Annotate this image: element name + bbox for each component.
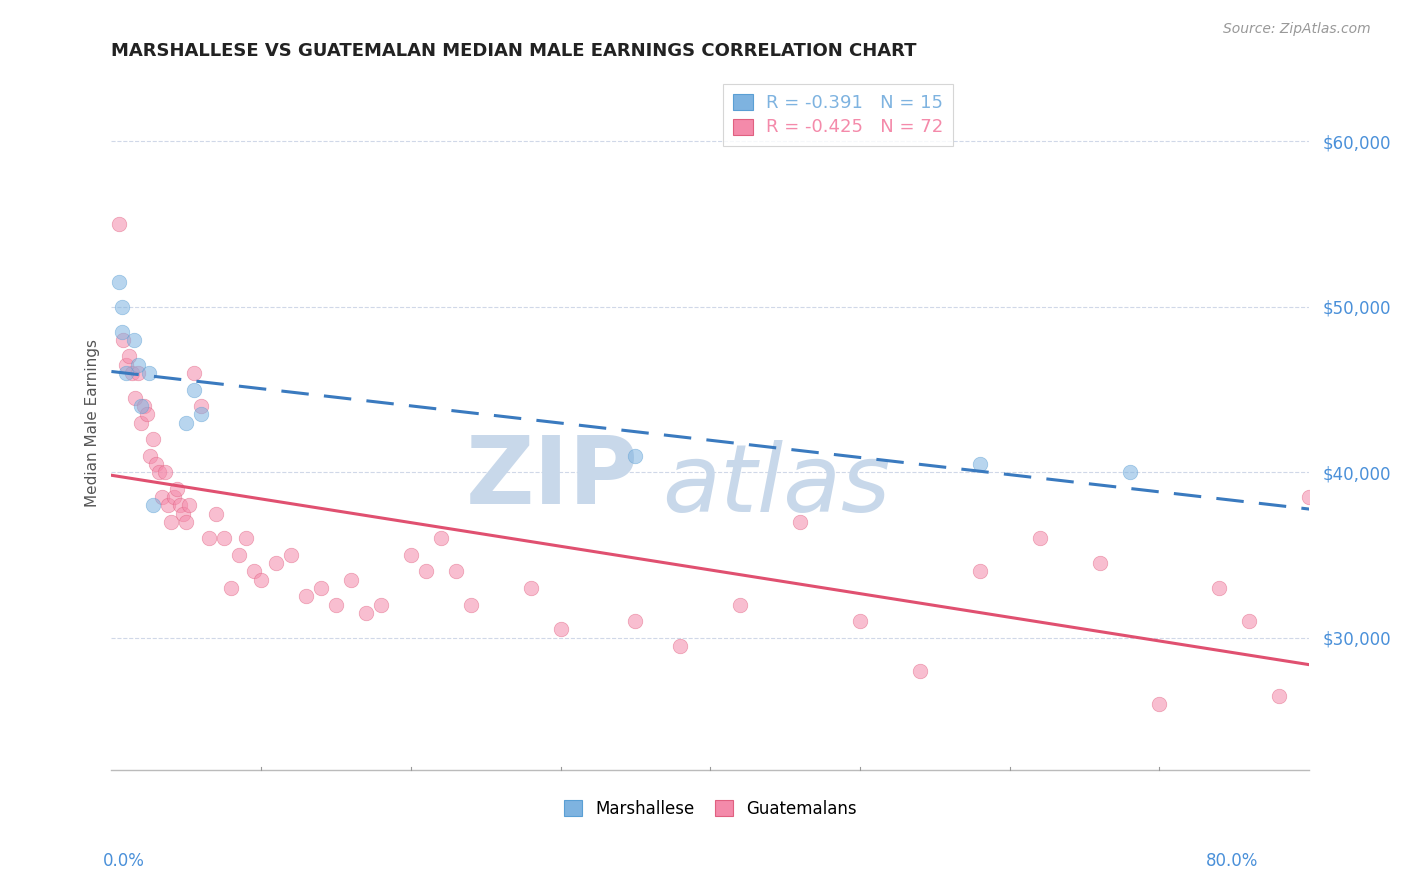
Text: atlas: atlas (662, 440, 890, 531)
Point (1149, 697, 1171, 711)
Point (969, 565, 991, 579)
Point (370, 598, 392, 612)
Point (444, 565, 467, 579)
Point (1088, 556, 1111, 570)
Point (163, 490, 186, 504)
Point (157, 498, 180, 512)
Point (250, 573, 273, 587)
Point (1298, 490, 1320, 504)
Point (219, 581, 242, 595)
Point (190, 399, 212, 413)
Point (242, 565, 264, 579)
Point (148, 465, 170, 479)
Point (127, 358, 149, 372)
Point (624, 449, 647, 463)
Point (131, 416, 153, 430)
Text: ZIP: ZIP (465, 433, 638, 524)
Point (115, 358, 138, 372)
Text: 0.0%: 0.0% (103, 852, 145, 870)
Point (1403, 697, 1406, 711)
Y-axis label: Median Male Earnings: Median Male Earnings (86, 339, 100, 507)
Text: 80.0%: 80.0% (1206, 852, 1258, 870)
Text: MARSHALLESE VS GUATEMALAN MEDIAN MALE EARNINGS CORRELATION CHART: MARSHALLESE VS GUATEMALAN MEDIAN MALE EA… (111, 42, 917, 60)
Point (142, 432, 165, 446)
Point (145, 457, 167, 471)
Legend: Marshallese, Guatemalans: Marshallese, Guatemalans (557, 793, 863, 824)
Point (228, 548, 250, 562)
Point (969, 457, 991, 471)
Point (155, 465, 177, 479)
Point (789, 515, 811, 529)
Point (138, 366, 160, 380)
Point (399, 548, 422, 562)
Point (430, 532, 453, 546)
Point (134, 399, 156, 413)
Point (160, 515, 183, 529)
Point (112, 333, 135, 347)
Point (131, 399, 153, 413)
Point (179, 498, 201, 512)
Point (340, 573, 363, 587)
Point (139, 449, 162, 463)
Point (1358, 656, 1381, 670)
Point (174, 515, 197, 529)
Point (118, 350, 141, 364)
Point (183, 383, 205, 397)
Point (1343, 598, 1365, 612)
Point (108, 217, 131, 231)
Point (124, 391, 146, 405)
Point (183, 366, 205, 380)
Point (197, 532, 219, 546)
Point (849, 614, 872, 628)
Point (169, 498, 191, 512)
Point (235, 532, 257, 546)
Point (309, 581, 332, 595)
Point (111, 325, 134, 339)
Point (108, 275, 131, 289)
Point (1372, 647, 1395, 661)
Point (325, 598, 347, 612)
Point (415, 565, 437, 579)
Point (295, 589, 318, 603)
Point (264, 556, 287, 570)
Point (172, 507, 194, 521)
Point (190, 407, 212, 421)
Point (111, 300, 134, 314)
Point (115, 366, 138, 380)
Point (1327, 680, 1350, 694)
Point (1118, 465, 1140, 479)
Point (728, 598, 751, 612)
Point (1313, 656, 1336, 670)
Point (150, 490, 173, 504)
Point (205, 507, 228, 521)
Point (460, 598, 482, 612)
Point (550, 623, 572, 637)
Point (174, 416, 197, 430)
Point (127, 366, 149, 380)
Point (121, 366, 143, 380)
Point (1388, 672, 1406, 686)
Point (1239, 614, 1261, 628)
Point (122, 333, 145, 347)
Point (669, 639, 692, 653)
Point (1028, 532, 1050, 546)
Point (1208, 581, 1230, 595)
Point (166, 482, 188, 496)
Point (354, 606, 377, 620)
Point (1268, 689, 1291, 703)
Point (908, 664, 931, 678)
Point (212, 532, 235, 546)
Point (624, 614, 647, 628)
Point (519, 581, 541, 595)
Point (142, 498, 165, 512)
Point (136, 407, 159, 421)
Text: Source: ZipAtlas.com: Source: ZipAtlas.com (1223, 22, 1371, 37)
Point (280, 548, 302, 562)
